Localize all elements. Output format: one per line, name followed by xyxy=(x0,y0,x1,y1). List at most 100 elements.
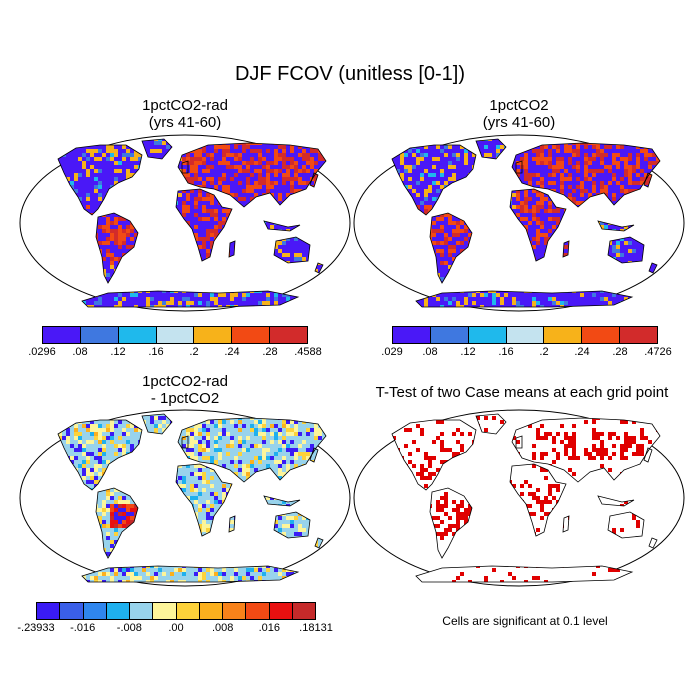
coastline-africa xyxy=(509,463,567,537)
panel1-colorbar-ticks: .0296 .08 .12 .16 .2 .24 .28 .4588 xyxy=(28,346,322,360)
panel3-colorbar-tick: -.008 xyxy=(116,622,142,634)
panel2-title-line2: (yrs 41-60) xyxy=(482,114,556,131)
coastline-madagascar xyxy=(228,515,236,533)
coastline-japan xyxy=(309,172,319,188)
panel1-colorbar-box xyxy=(155,326,195,344)
panel2-title-line1: 1pctCO2 xyxy=(489,97,549,114)
panel2-colorbar-box xyxy=(505,326,545,344)
panel2-colorbar-tick: .2 xyxy=(539,346,549,358)
panel2-colorbar-tick: .4726 xyxy=(644,346,672,358)
panel3-colorbar-tick: -.016 xyxy=(70,622,96,634)
coastline-aus xyxy=(273,236,311,264)
coastline-greenland xyxy=(475,138,507,160)
coastline-uk xyxy=(515,435,523,449)
panel2-colorbar-box xyxy=(392,326,431,344)
panel1-title-line1: 1pctCO2-rad xyxy=(142,97,228,114)
panel3-colorbar-box xyxy=(82,602,107,620)
coastline-sa xyxy=(95,487,139,559)
panel1-colorbar-tick: .2 xyxy=(189,346,199,358)
panel1-title: 1pctCO2-rad (yrs 41-60) xyxy=(18,97,352,131)
panel2-colorbar-box xyxy=(581,326,621,344)
figure-title: DJF FCOV (unitless [0-1]) xyxy=(234,63,466,85)
coastline-antarctica xyxy=(81,565,300,583)
panel2-colorbar-tick: .08 xyxy=(422,346,438,358)
panel3-title: 1pctCO2-rad - 1pctCO2 xyxy=(18,373,352,407)
panel3-colorbar-box xyxy=(268,602,293,620)
coastline-japan xyxy=(309,447,319,463)
coastline-na xyxy=(391,144,477,216)
panel4-title: T-Test of two Case means at each grid po… xyxy=(375,384,669,401)
coastline-sa xyxy=(95,212,139,284)
panel2-colorbar-tick: .24 xyxy=(574,346,590,358)
coastline-aus xyxy=(607,511,645,539)
panel1-colorbar-tick: .28 xyxy=(262,346,278,358)
panel1-colorbar-box xyxy=(193,326,233,344)
panel1-colorbar-box xyxy=(42,326,81,344)
panel3-colorbar-box xyxy=(59,602,84,620)
panel2-colorbar-ticks: .029 .08 .12 .16 .2 .24 .28 .4726 xyxy=(381,346,671,360)
panel3-map xyxy=(19,409,351,587)
coastline-africa xyxy=(175,463,233,537)
coastline-nz xyxy=(648,262,658,274)
panel3-colorbar-tick: .00 xyxy=(168,622,184,634)
coastline-madagascar xyxy=(562,240,570,258)
panel2-colorbar-box xyxy=(429,326,469,344)
panel3-colorbar-box xyxy=(291,602,316,620)
panel3-title-line1: 1pctCO2-rad xyxy=(142,373,228,390)
panel1-colorbar-box xyxy=(231,326,271,344)
coastline-na xyxy=(391,419,477,491)
coastline-africa xyxy=(509,188,567,262)
panel1-colorbar-tick: .12 xyxy=(110,346,126,358)
coastline-nz xyxy=(314,262,324,274)
coastline-aus xyxy=(273,511,311,539)
panel2-title: 1pctCO2 (yrs 41-60) xyxy=(352,97,686,131)
coastline-uk xyxy=(181,435,189,449)
panel2-colorbar-tick: .029 xyxy=(381,346,403,358)
coastline-indonesia xyxy=(597,495,635,507)
coastline-eurasia xyxy=(511,142,661,208)
panel3-colorbar-box xyxy=(175,602,200,620)
coastline-na xyxy=(57,144,143,216)
panel1-title-line2: (yrs 41-60) xyxy=(148,114,222,131)
coastline-indonesia xyxy=(263,220,301,232)
coastline-indonesia xyxy=(263,495,301,507)
coastline-antarctica xyxy=(415,290,634,308)
panel2-colorbar-tick: .12 xyxy=(460,346,476,358)
coastline-uk xyxy=(515,160,523,174)
panel1-colorbar-tick: .0296 xyxy=(28,346,56,358)
coastline-greenland xyxy=(141,413,173,435)
coastline-sa xyxy=(429,487,473,559)
panel1-colorbar-tick: .4588 xyxy=(294,346,322,358)
panel2-colorbar-box xyxy=(543,326,583,344)
coastline-antarctica xyxy=(81,290,300,308)
coastline-nz xyxy=(314,537,324,549)
coastline-eurasia xyxy=(177,417,327,483)
panel3-colorbar-tick: .008 xyxy=(211,622,234,634)
significance-note: Cells are significant at 0.1 level xyxy=(442,614,608,628)
panel3-colorbar-box xyxy=(105,602,130,620)
panel3-colorbar-box xyxy=(245,602,270,620)
panel2-map xyxy=(353,134,685,312)
panel3-colorbar-box xyxy=(152,602,177,620)
coastline-antarctica xyxy=(415,565,634,583)
coastline-na xyxy=(57,419,143,491)
panel3-colorbar-box xyxy=(222,602,247,620)
coastline-japan xyxy=(643,447,653,463)
panel3-colorbar-box xyxy=(198,602,223,620)
panel2-colorbar xyxy=(392,326,659,344)
panel1-colorbar-box xyxy=(269,326,309,344)
coastline-madagascar xyxy=(228,240,236,258)
panel3-colorbar xyxy=(36,602,316,620)
panel1-colorbar-box xyxy=(79,326,119,344)
panel1-map xyxy=(19,134,351,312)
panel3-colorbar-ticks: -.23933 -.016 -.008 .00 .008 .016 .18131 xyxy=(17,622,332,636)
coastline-greenland xyxy=(141,138,173,160)
coastline-greenland xyxy=(475,413,507,435)
coastline-eurasia xyxy=(511,417,661,483)
coastline-madagascar xyxy=(562,515,570,533)
panel3-colorbar-box xyxy=(129,602,154,620)
coastline-africa xyxy=(175,188,233,262)
panel1-colorbar-tick: .16 xyxy=(148,346,164,358)
panel4-map xyxy=(353,409,685,587)
panel1-colorbar xyxy=(42,326,309,344)
